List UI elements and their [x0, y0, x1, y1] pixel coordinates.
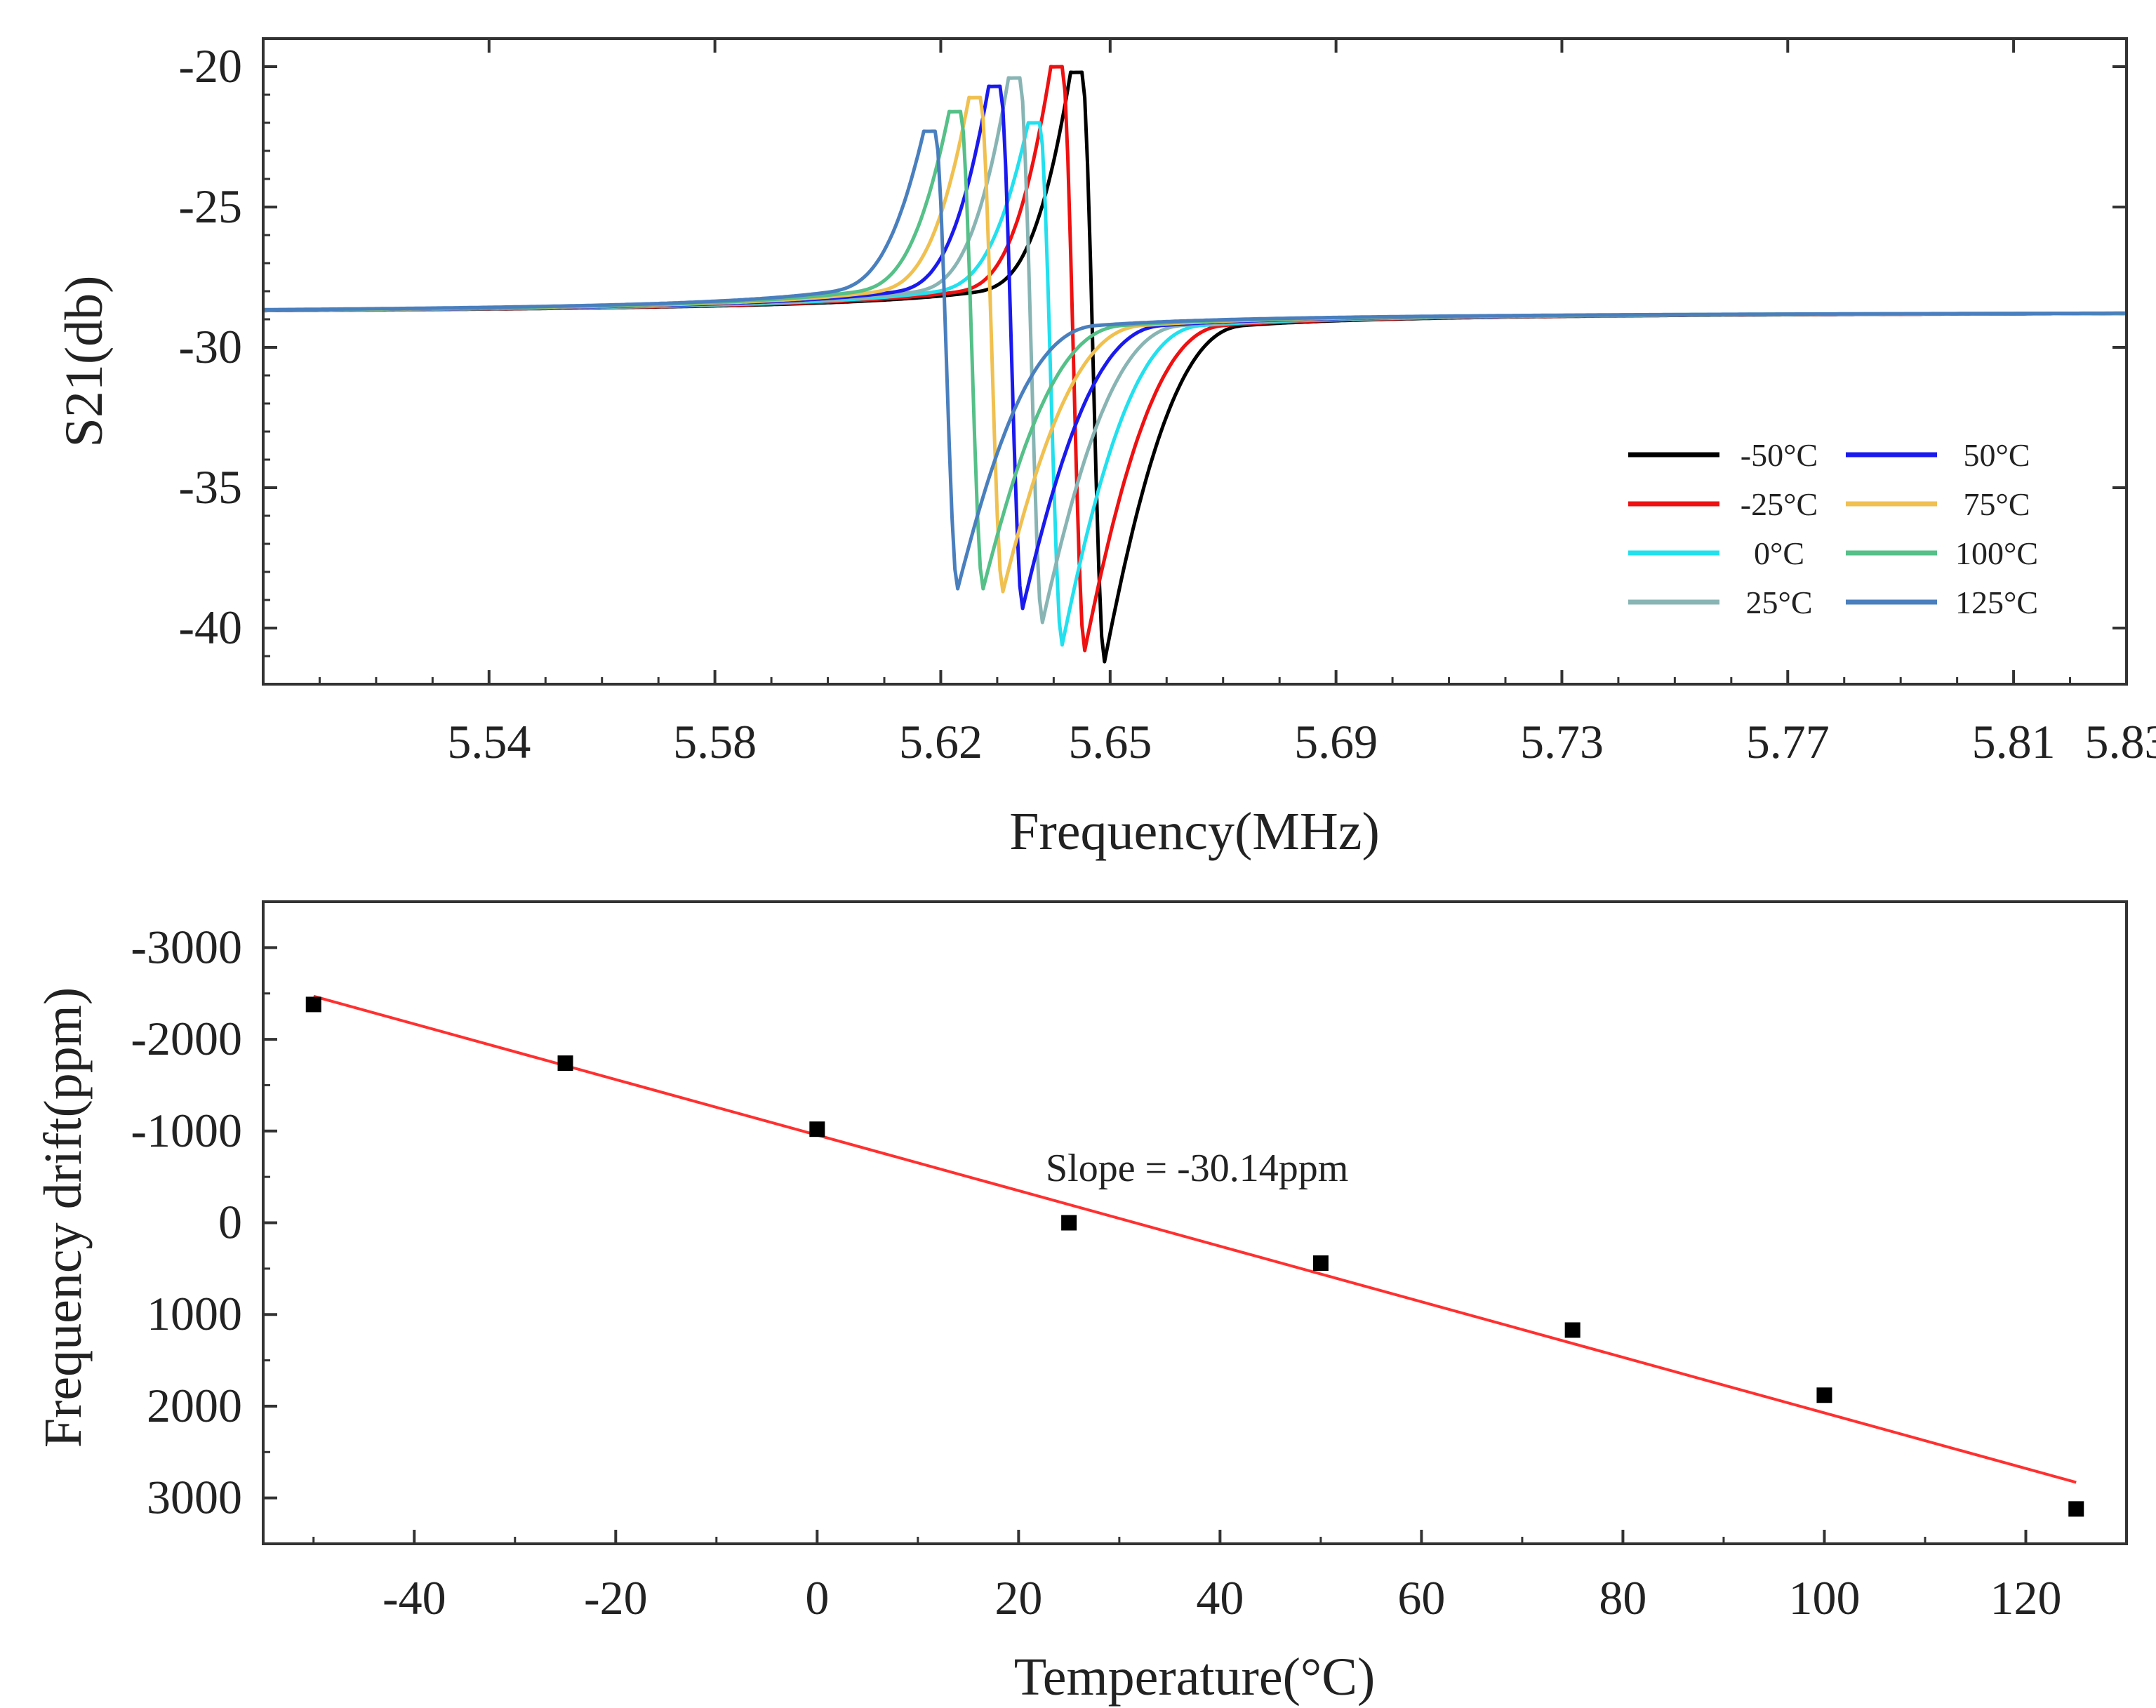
s21-plot-frame [262, 37, 2128, 686]
s21-series-line [263, 129, 2127, 591]
s21-x-tick-labels: 5.54 5.58 5.62 5.65 5.69 5.73 5.77 5.81 5.83 [447, 715, 2156, 768]
s21-y-axis-title: S21(db) [55, 276, 114, 448]
y-tick-label: -20 [178, 39, 242, 93]
drift-y-axis-title: Frequency drift(ppm) [34, 987, 93, 1448]
slope-annotation: Slope = -30.14ppm [1046, 1147, 1348, 1190]
data-point [1816, 1387, 1832, 1403]
y-tick-label: -40 [178, 601, 242, 654]
data-point [2068, 1501, 2084, 1517]
y-tick-label: 0 [218, 1196, 242, 1249]
y-tick-label: 2000 [147, 1379, 242, 1432]
x-tick-label: 60 [1397, 1571, 1445, 1624]
data-point [1312, 1255, 1329, 1272]
legend-label: 125°C [1955, 585, 2038, 620]
x-tick-label: 100 [1788, 1571, 1860, 1624]
x-tick-label: 5.65 [1068, 715, 1152, 768]
s21-series-line [263, 84, 2127, 611]
data-point [1564, 1322, 1581, 1338]
x-tick-label: 120 [1990, 1571, 2061, 1624]
drift-chart: -40 -20 0 20 40 60 80 100 120 -3000 -2000 -1000 0 10… [34, 900, 2128, 1707]
drift-axis-ticks [263, 900, 2128, 1545]
x-tick-label: 5.62 [899, 715, 983, 768]
x-tick-label: -20 [584, 1571, 648, 1624]
x-tick-label: 5.54 [447, 715, 531, 768]
y-tick-label: 1000 [147, 1287, 242, 1340]
s21-series-line [263, 76, 2127, 625]
s21-series-line [263, 95, 2127, 594]
data-point [557, 1055, 573, 1072]
legend-label: 0°C [1754, 535, 1804, 571]
y-tick-label: -2000 [131, 1012, 242, 1065]
y-tick-label: -30 [178, 320, 242, 373]
drift-y-tick-labels: -3000 -2000 -1000 0 1000 2000 3000 [131, 920, 242, 1523]
x-tick-label: 5.58 [673, 715, 757, 768]
legend-label: 75°C [1963, 486, 2030, 522]
s21-series-line [262, 121, 2127, 647]
s21-legend: -50°C -25°C 0°C 25°C 50°C 75°C 100°C 125°C [1628, 437, 2038, 620]
x-tick-label: 5.69 [1294, 715, 1378, 768]
x-tick-label: 5.73 [1520, 715, 1604, 768]
s21-curves [262, 65, 2127, 664]
legend-label: 50°C [1963, 437, 2030, 473]
x-tick-label: 5.83 [2085, 715, 2156, 768]
data-point [1061, 1215, 1077, 1231]
legend-label: 100°C [1955, 535, 2038, 571]
drift-plot-frame [262, 900, 2128, 1545]
x-tick-label: 5.81 [1972, 715, 2056, 768]
x-tick-label: 20 [994, 1571, 1042, 1624]
s21-x-axis-title: Frequency(MHz) [1009, 802, 1380, 861]
legend-label: 25°C [1745, 585, 1812, 620]
data-point [305, 996, 321, 1013]
y-tick-label: -1000 [131, 1104, 242, 1157]
x-tick-label: 0 [805, 1571, 829, 1624]
y-tick-label: -35 [178, 460, 242, 514]
x-tick-label: 80 [1599, 1571, 1646, 1624]
legend-label: -25°C [1741, 486, 1818, 522]
s21-y-tick-labels: -20 -25 -30 -35 -40 [178, 39, 242, 654]
y-tick-label: -3000 [131, 920, 242, 973]
x-tick-label: 5.77 [1746, 715, 1830, 768]
legend-label: -50°C [1741, 437, 1818, 473]
s21-axis-ticks [262, 37, 2128, 684]
fit-line [313, 994, 2077, 1484]
y-tick-label: 3000 [147, 1471, 242, 1524]
s21-series-line [262, 109, 2127, 591]
drift-x-axis-title: Temperature(°C) [1014, 1648, 1376, 1707]
x-tick-label: -40 [382, 1571, 446, 1624]
s21-series-line [263, 70, 2127, 664]
y-tick-label: -25 [178, 180, 242, 233]
drift-marks [305, 994, 2084, 1517]
data-point [809, 1121, 825, 1137]
s21-chart: 5.54 5.58 5.62 5.65 5.69 5.73 5.77 5.81 5.83 -20… [55, 37, 2156, 861]
drift-x-tick-labels: -40 -20 0 20 40 60 80 100 120 [382, 1571, 2062, 1624]
x-tick-label: 40 [1196, 1571, 1244, 1624]
